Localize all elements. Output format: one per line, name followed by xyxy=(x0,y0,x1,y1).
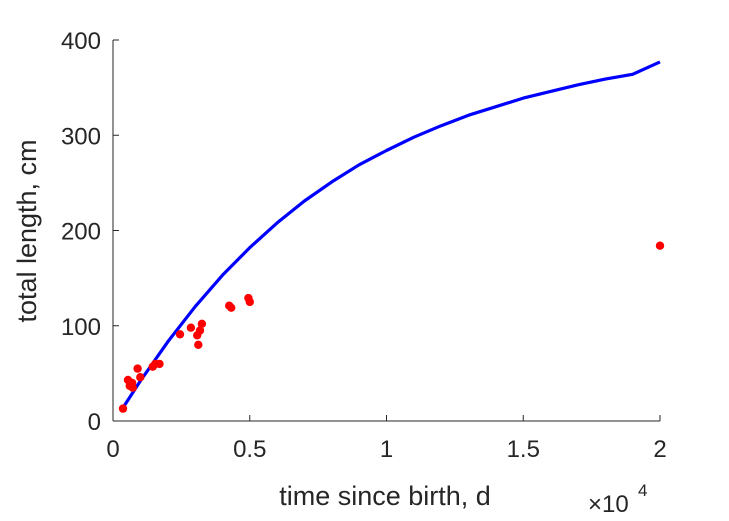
data-point xyxy=(186,323,196,332)
x-tick-label: 0.5 xyxy=(233,436,266,463)
x-tick-label: 2 xyxy=(653,436,666,463)
axes xyxy=(112,39,661,422)
tick-labels: 0 0.5 1 1.5 2 0 100 200 300 400 xyxy=(61,28,667,463)
data-point xyxy=(175,330,185,339)
data-point xyxy=(195,326,205,335)
data-point xyxy=(197,319,207,328)
data-point xyxy=(133,364,142,373)
y-tick-label: 400 xyxy=(61,28,101,55)
y-tick-label: 100 xyxy=(61,314,101,341)
data-point xyxy=(655,241,665,250)
x-tick-label: 1 xyxy=(380,436,393,463)
data-point xyxy=(227,303,236,312)
data-points-layer xyxy=(118,241,665,413)
y-tick-label: 0 xyxy=(88,409,101,436)
data-point xyxy=(118,404,128,413)
data-point xyxy=(155,359,164,369)
y-tick-label: 200 xyxy=(61,219,101,246)
model-curve-layer xyxy=(121,60,661,409)
x-tick-label: 1.5 xyxy=(507,436,540,463)
model-curve xyxy=(121,60,661,409)
data-point xyxy=(128,383,137,392)
x-tick-label: 0 xyxy=(106,436,119,463)
x-exponent: ×10 4 xyxy=(588,481,647,518)
x-exponent-base: ×10 xyxy=(588,491,629,518)
data-point xyxy=(194,340,203,349)
x-exponent-power: 4 xyxy=(638,481,647,500)
data-point xyxy=(245,297,254,307)
x-axis-label: time since birth, d xyxy=(279,481,491,511)
data-point xyxy=(136,373,145,382)
y-tick-label: 300 xyxy=(61,123,101,150)
y-axis-label: total length, cm xyxy=(12,139,42,322)
